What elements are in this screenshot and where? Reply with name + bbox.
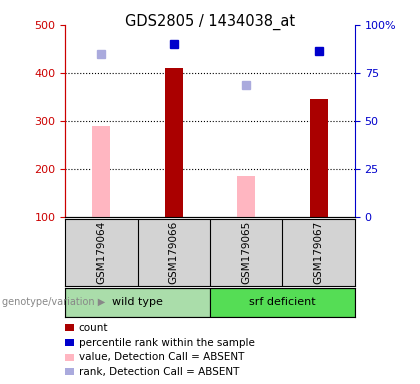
Text: rank, Detection Call = ABSENT: rank, Detection Call = ABSENT	[79, 367, 239, 377]
Bar	[165, 68, 183, 217]
Text: percentile rank within the sample: percentile rank within the sample	[79, 338, 255, 348]
Text: GSM179066: GSM179066	[169, 221, 179, 284]
Text: GSM179065: GSM179065	[241, 221, 251, 284]
Bar	[237, 176, 255, 217]
Text: GSM179067: GSM179067	[314, 221, 324, 284]
Bar	[210, 288, 355, 317]
Text: genotype/variation ▶: genotype/variation ▶	[2, 297, 105, 308]
Text: srf deficient: srf deficient	[249, 297, 316, 308]
Text: wild type: wild type	[112, 297, 163, 308]
Text: GSM179064: GSM179064	[96, 221, 106, 284]
Bar	[92, 126, 110, 217]
Text: value, Detection Call = ABSENT: value, Detection Call = ABSENT	[79, 352, 244, 362]
Bar	[65, 288, 210, 317]
Text: count: count	[79, 323, 108, 333]
Text: GDS2805 / 1434038_at: GDS2805 / 1434038_at	[125, 13, 295, 30]
Bar	[310, 99, 328, 217]
